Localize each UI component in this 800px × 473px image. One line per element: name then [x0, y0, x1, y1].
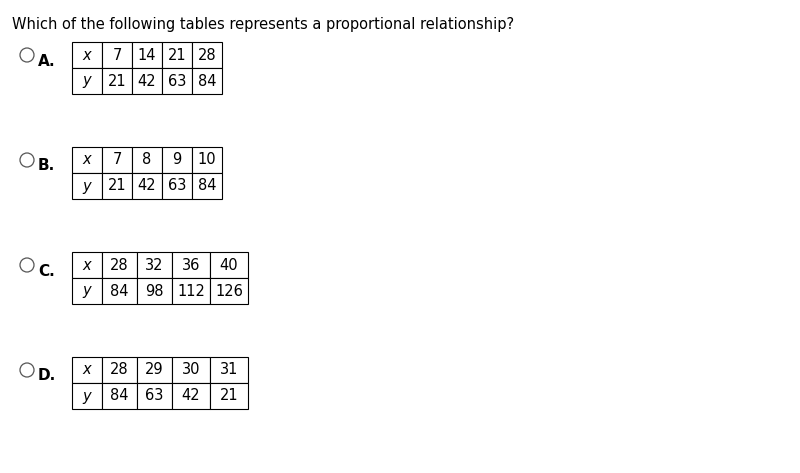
Text: 28: 28	[198, 47, 216, 62]
Bar	[72, 252, 102, 278]
Text: 21: 21	[220, 388, 238, 403]
Bar	[137, 383, 172, 409]
Text: x: x	[82, 257, 91, 272]
Text: 10: 10	[198, 152, 216, 167]
Text: B.: B.	[38, 158, 55, 174]
Bar	[72, 357, 102, 383]
Text: 14: 14	[138, 47, 156, 62]
Text: x: x	[82, 362, 91, 377]
Text: 84: 84	[198, 73, 216, 88]
Text: 7: 7	[112, 47, 122, 62]
Bar	[72, 383, 102, 409]
Text: 63: 63	[146, 388, 164, 403]
Text: 28: 28	[110, 257, 129, 272]
Bar	[172, 278, 210, 304]
Bar	[172, 383, 210, 409]
Bar	[132, 147, 162, 173]
Bar	[72, 42, 102, 68]
Bar	[102, 357, 137, 383]
Bar	[162, 68, 192, 94]
Bar	[192, 68, 222, 94]
Bar	[102, 278, 137, 304]
Bar	[137, 357, 172, 383]
Text: 63: 63	[168, 73, 186, 88]
Bar	[162, 173, 192, 199]
Text: 21: 21	[108, 73, 126, 88]
Bar	[132, 42, 162, 68]
Bar	[102, 68, 132, 94]
Text: 112: 112	[177, 283, 205, 298]
Text: 36: 36	[182, 257, 200, 272]
Bar	[137, 278, 172, 304]
Bar	[72, 68, 102, 94]
Bar	[162, 42, 192, 68]
Bar	[102, 147, 132, 173]
Text: 28: 28	[110, 362, 129, 377]
Bar	[72, 278, 102, 304]
Text: 84: 84	[110, 388, 129, 403]
Text: 84: 84	[110, 283, 129, 298]
Text: D.: D.	[38, 368, 56, 384]
Bar	[102, 252, 137, 278]
Text: 21: 21	[108, 178, 126, 193]
Text: x: x	[82, 152, 91, 167]
Text: 30: 30	[182, 362, 200, 377]
Bar	[192, 42, 222, 68]
Bar	[172, 357, 210, 383]
Bar	[172, 252, 210, 278]
Text: 8: 8	[142, 152, 152, 167]
Text: 9: 9	[172, 152, 182, 167]
Text: y: y	[82, 388, 91, 403]
Text: 31: 31	[220, 362, 238, 377]
Text: 98: 98	[146, 283, 164, 298]
Bar	[210, 383, 248, 409]
Text: 42: 42	[138, 178, 156, 193]
Text: 84: 84	[198, 178, 216, 193]
Bar	[162, 147, 192, 173]
Text: y: y	[82, 178, 91, 193]
Bar	[192, 147, 222, 173]
Bar	[102, 42, 132, 68]
Bar	[132, 68, 162, 94]
Bar	[102, 383, 137, 409]
Bar	[210, 357, 248, 383]
Text: 42: 42	[182, 388, 200, 403]
Bar	[102, 173, 132, 199]
Text: 63: 63	[168, 178, 186, 193]
Text: 21: 21	[168, 47, 186, 62]
Bar	[72, 173, 102, 199]
Bar	[72, 147, 102, 173]
Text: 42: 42	[138, 73, 156, 88]
Bar	[192, 173, 222, 199]
Text: Which of the following tables represents a proportional relationship?: Which of the following tables represents…	[12, 17, 514, 32]
Text: y: y	[82, 283, 91, 298]
Text: C.: C.	[38, 263, 54, 279]
Text: 32: 32	[146, 257, 164, 272]
Bar	[132, 173, 162, 199]
Bar	[137, 252, 172, 278]
Text: A.: A.	[38, 53, 56, 69]
Text: y: y	[82, 73, 91, 88]
Text: 7: 7	[112, 152, 122, 167]
Text: 29: 29	[145, 362, 164, 377]
Bar	[210, 252, 248, 278]
Text: 126: 126	[215, 283, 243, 298]
Text: x: x	[82, 47, 91, 62]
Text: 40: 40	[220, 257, 238, 272]
Bar	[210, 278, 248, 304]
